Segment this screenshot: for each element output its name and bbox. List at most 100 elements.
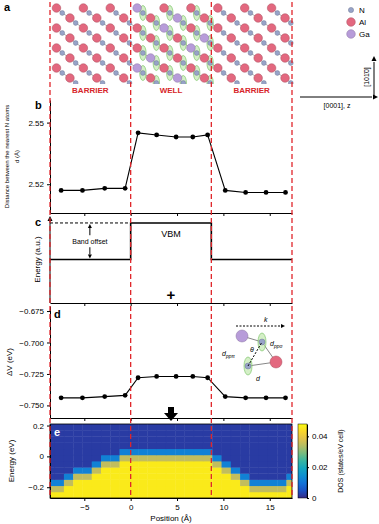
arrow-head: [373, 95, 378, 100]
cell: [194, 486, 204, 493]
cell: [166, 443, 176, 450]
atom: [133, 44, 142, 53]
cell: [110, 473, 120, 480]
arrow: [89, 247, 90, 254]
cell: [222, 436, 232, 443]
atom: [119, 14, 128, 23]
cell: [212, 486, 222, 493]
cell: [73, 480, 83, 487]
atom: [227, 54, 236, 63]
cell: [175, 430, 185, 437]
tick-mark: [84, 303, 85, 306]
cell: [157, 443, 167, 450]
atom: [87, 31, 92, 36]
cell: [222, 430, 232, 437]
cell: [157, 455, 167, 462]
atom: [66, 74, 75, 83]
point: [136, 130, 141, 135]
axis-title: Energy (a.u.): [33, 236, 42, 283]
cell: [194, 436, 204, 443]
cell: [110, 492, 120, 498]
cell: [231, 486, 241, 493]
tick-label: 0.04: [312, 432, 328, 441]
tick: −0.2: [28, 483, 50, 492]
cell: [110, 467, 120, 474]
atom: [200, 74, 209, 83]
cell: [231, 467, 241, 474]
atom: [181, 41, 186, 46]
cell: [222, 455, 232, 462]
atom: [154, 41, 159, 46]
cell: [55, 473, 65, 480]
atom: [235, 81, 240, 84]
cell: [277, 430, 287, 437]
atom: [73, 81, 78, 84]
panel-letter: a: [4, 1, 11, 13]
tick-label: 2.52: [28, 180, 44, 189]
atom: [167, 31, 172, 36]
tick-mark: [270, 213, 271, 216]
tick: [177, 418, 178, 421]
cell: [277, 436, 287, 443]
cell: [268, 480, 278, 487]
tspan: k: [264, 316, 268, 323]
point: [123, 393, 128, 398]
atom: [60, 71, 65, 76]
atom: [160, 4, 169, 13]
cell: [101, 461, 111, 468]
atom: [79, 44, 88, 53]
point: [80, 395, 85, 400]
atom: [167, 71, 172, 76]
arrow: [89, 228, 90, 235]
atom: [66, 54, 75, 63]
cell: [64, 486, 74, 493]
cell: [73, 486, 83, 493]
cell: [64, 430, 74, 437]
cell: [268, 449, 278, 456]
cell: [120, 492, 130, 498]
cell: [277, 492, 287, 498]
tick-mark: [131, 303, 132, 306]
cell: [249, 430, 259, 437]
atom: [200, 54, 209, 63]
cell: [249, 436, 259, 443]
atom: [275, 51, 280, 56]
cell: [101, 480, 111, 487]
tick-mark: [84, 498, 85, 501]
figure: aNAlGaBARRIERWELLBARRIER[101̄0][0001], z…: [0, 0, 379, 524]
cell: [240, 486, 250, 493]
point: [154, 374, 159, 379]
cell: [194, 461, 204, 468]
cell: [212, 473, 222, 480]
cell: [120, 424, 130, 431]
cell: [92, 467, 102, 474]
cell: [73, 492, 83, 498]
cell: [277, 473, 287, 480]
cell: [147, 473, 157, 480]
atom: [93, 14, 102, 23]
series-line: [61, 133, 285, 193]
tick-label: 10: [219, 503, 228, 512]
tick: [223, 418, 224, 421]
atom: [173, 34, 182, 43]
cell: [82, 486, 92, 493]
panel-b: 2.522.55Distance between the nearest N a…: [4, 99, 293, 216]
cell: [55, 455, 65, 462]
series-line: [50, 223, 292, 260]
atom: [173, 74, 182, 83]
axis-title: Energy (eV): [7, 439, 16, 482]
legend-swatch: [347, 30, 356, 39]
cell: [110, 430, 120, 437]
frame: [50, 424, 292, 498]
atom: [146, 34, 155, 43]
atom: [119, 54, 128, 63]
point: [123, 186, 128, 191]
tick: [223, 303, 224, 306]
tick-mark: [223, 498, 224, 501]
tick: [270, 303, 271, 306]
atom: [240, 24, 249, 33]
cell: [101, 455, 111, 462]
cell: [240, 455, 250, 462]
axis-title: d (Å): [14, 150, 20, 163]
cell: [147, 455, 157, 462]
